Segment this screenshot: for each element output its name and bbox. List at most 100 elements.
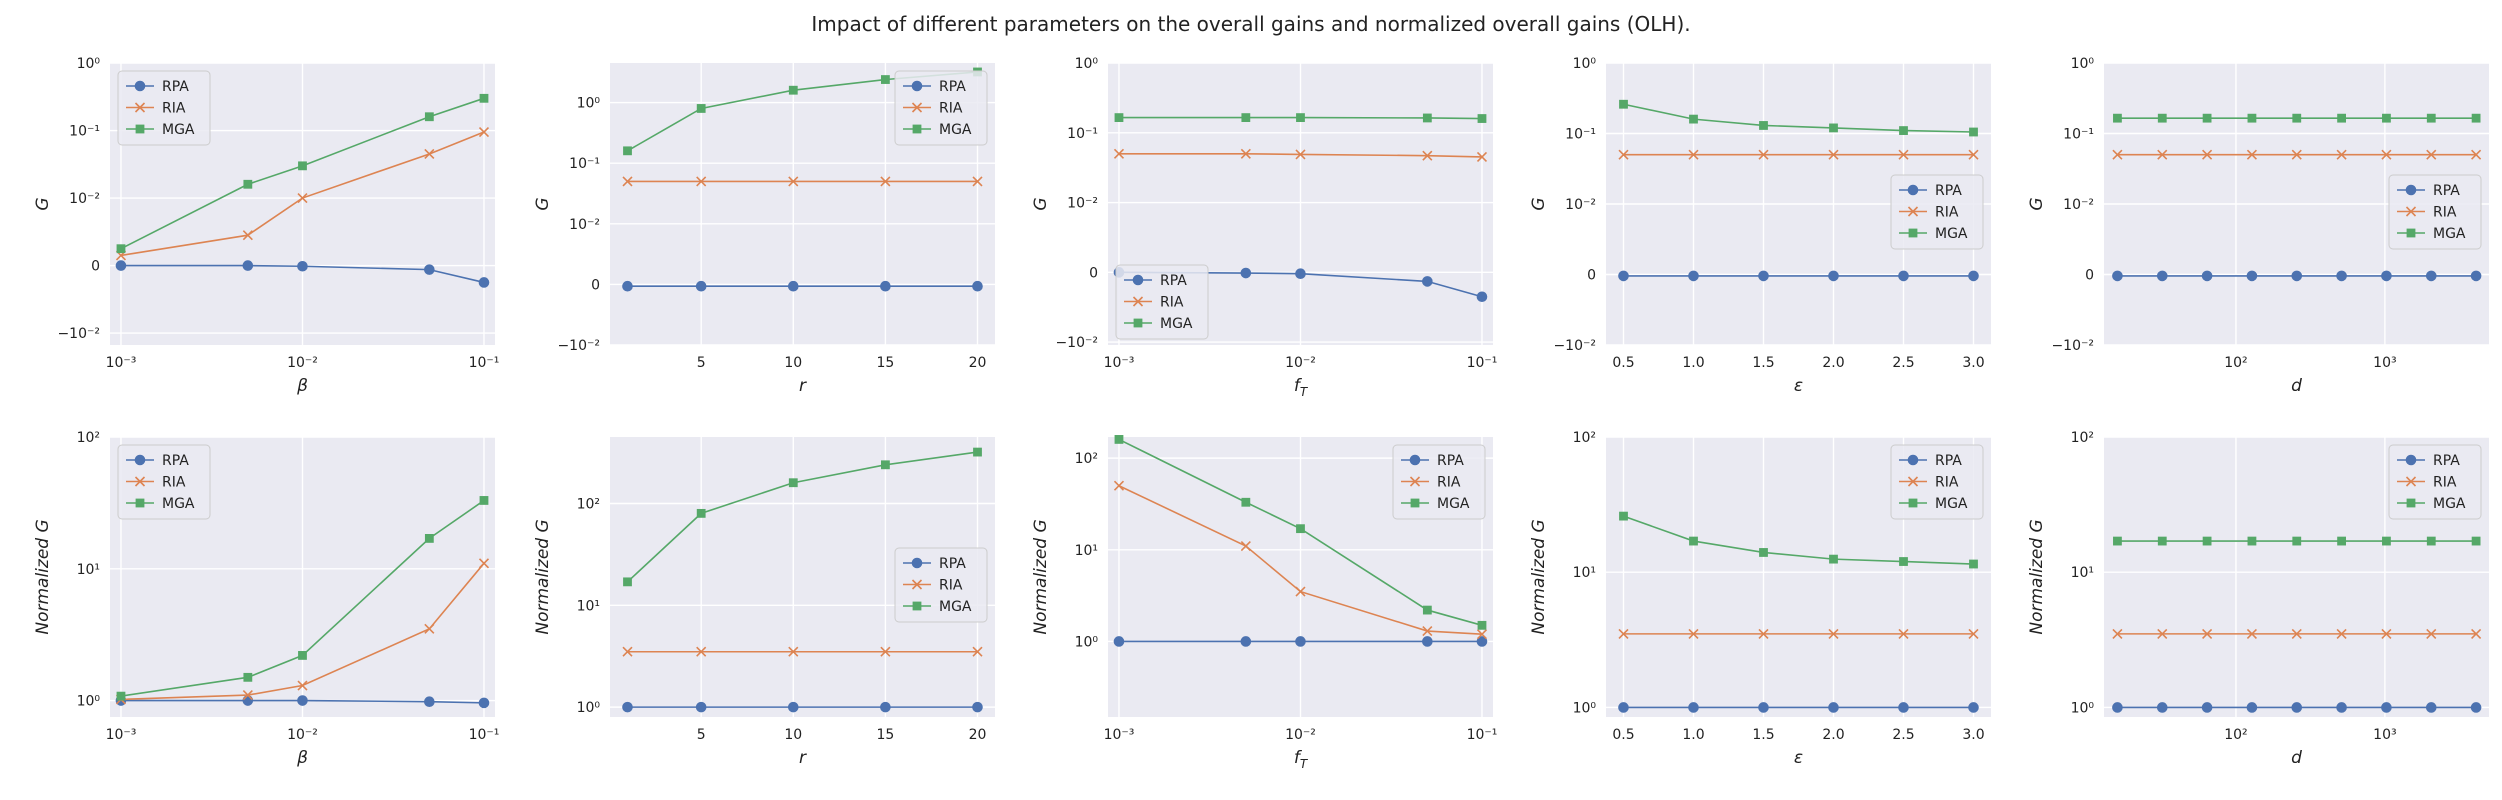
y-axis-label: G — [1529, 197, 1549, 210]
data-point-ria — [1758, 628, 1769, 639]
data-point-rpa — [242, 260, 254, 271]
data-point-rpa — [2156, 702, 2168, 713]
legend-marker — [1132, 296, 1144, 307]
legend-marker — [1132, 274, 1144, 286]
legend-marker — [1409, 476, 1421, 487]
data-point-mga — [1829, 123, 1838, 133]
data-point-rpa — [972, 280, 983, 292]
data-point-mga — [1969, 127, 1978, 137]
data-point-rpa — [1240, 636, 1252, 647]
data-point-ria — [2246, 628, 2257, 639]
data-point-mga — [424, 112, 434, 122]
data-point-rpa — [1968, 270, 1979, 282]
data-point-ria — [2426, 149, 2437, 160]
data-point-ria — [2381, 149, 2392, 160]
legend: RPA RIA MGA — [1115, 264, 1209, 340]
x-axis-label: d — [2291, 748, 2302, 768]
data-point-ria — [972, 646, 983, 657]
data-point-rpa — [1422, 276, 1433, 287]
data-point-ria — [880, 646, 891, 657]
data-point-ria — [2112, 149, 2123, 160]
data-point-ria — [788, 646, 799, 657]
y-axis-label: G — [2027, 197, 2047, 210]
data-point-ria — [424, 148, 435, 160]
x-tick-label: 0.5 — [1612, 727, 1634, 743]
legend-marker — [911, 102, 923, 113]
x-tick-label: 1.0 — [1682, 355, 1704, 371]
subplot-3: 10⁻³ 10⁻² 10⁻¹ −10⁻² 0 10⁻² 10⁻¹ 10⁰ fT G RPA RIA MG… — [1031, 56, 1497, 399]
y-tick-label: 10⁰ — [1573, 56, 1597, 72]
x-axis-label: d — [2291, 376, 2302, 396]
x-tick-label: 10 — [784, 727, 802, 743]
y-tick-label: 10⁰ — [577, 700, 601, 716]
data-point-mga — [1689, 536, 1698, 546]
x-tick-label: 15 — [876, 727, 894, 743]
data-point-rpa — [242, 695, 254, 706]
legend-label: MGA — [2433, 496, 2466, 512]
data-point-rpa — [2470, 702, 2482, 713]
x-tick-label: 20 — [969, 355, 987, 371]
data-point-ria — [1688, 628, 1699, 639]
subplot-6: 10⁻³ 10⁻² 10⁻¹ 10⁰ 10¹ 10² β Normalized G RPA RIA… — [33, 430, 499, 768]
series-mga — [2113, 536, 2481, 546]
data-point-rpa — [1758, 702, 1769, 713]
legend-label: RPA — [1437, 453, 1464, 469]
data-point-mga — [479, 496, 489, 505]
x-tick-label: 2.5 — [1892, 727, 1914, 743]
legend-marker — [135, 124, 145, 134]
data-point-mga — [1969, 559, 1978, 569]
legend-label: MGA — [2433, 226, 2466, 242]
data-point-rpa — [695, 701, 707, 713]
data-point-ria — [1295, 586, 1306, 597]
data-point-ria — [2336, 628, 2347, 639]
y-tick-label: 10⁻² — [569, 217, 600, 233]
y-tick-label: −10⁻² — [2051, 338, 2094, 354]
data-point-ria — [242, 230, 253, 241]
x-tick-label: 10⁻² — [1285, 727, 1316, 743]
legend-marker — [1907, 454, 1919, 466]
x-axis-label: ε — [1794, 748, 1803, 768]
y-axis-label: Normalized G — [533, 519, 553, 634]
y-tick-label: 10⁰ — [2071, 700, 2095, 716]
data-point-mga — [2471, 113, 2481, 123]
data-point-ria — [2426, 628, 2437, 639]
series-ria — [1618, 149, 1979, 160]
data-point-rpa — [880, 280, 891, 292]
x-tick-label: 10⁻³ — [1104, 355, 1135, 371]
legend-marker — [2406, 498, 2416, 508]
legend-label: RPA — [939, 79, 966, 95]
data-point-mga — [424, 534, 434, 543]
y-tick-label: 10¹ — [2071, 565, 2094, 581]
data-point-ria — [1295, 149, 1306, 160]
data-point-mga — [696, 508, 706, 518]
data-point-mga — [696, 104, 706, 113]
x-tick-label: 20 — [969, 727, 987, 743]
subplot-1: 10⁻³ 10⁻² 10⁻¹ −10⁻² 0 10⁻² 10⁻¹ 10⁰ β G RPA RIA MGA — [33, 56, 499, 396]
data-point-mga — [788, 478, 798, 488]
legend-label: MGA — [939, 599, 972, 615]
data-point-mga — [298, 651, 307, 660]
data-point-rpa — [297, 260, 308, 272]
x-tick-label: 10⁻² — [1285, 355, 1316, 371]
data-point-mga — [2113, 536, 2122, 546]
data-point-mga — [1829, 554, 1838, 564]
legend-label: RPA — [2433, 453, 2460, 469]
y-tick-label: 10⁻¹ — [1067, 126, 1098, 142]
legend-marker — [911, 557, 923, 569]
x-tick-label: 1.5 — [1752, 355, 1774, 371]
x-axis-label-subscript: T — [1300, 385, 1309, 399]
y-tick-label: 10⁻² — [1565, 197, 1596, 213]
data-point-mga — [2157, 113, 2167, 123]
data-point-ria — [1618, 628, 1629, 639]
data-point-ria — [1476, 629, 1488, 640]
y-tick-label: 10² — [1075, 451, 1098, 467]
y-tick-label: 10¹ — [1075, 543, 1098, 559]
data-point-rpa — [880, 701, 891, 713]
data-point-ria — [622, 646, 633, 657]
data-point-rpa — [787, 701, 799, 713]
legend-marker — [134, 454, 146, 466]
x-tick-label: 2.0 — [1822, 727, 1844, 743]
data-point-rpa — [2246, 270, 2258, 282]
data-point-ria — [1113, 148, 1125, 159]
x-tick-label: 10³ — [2373, 355, 2396, 371]
